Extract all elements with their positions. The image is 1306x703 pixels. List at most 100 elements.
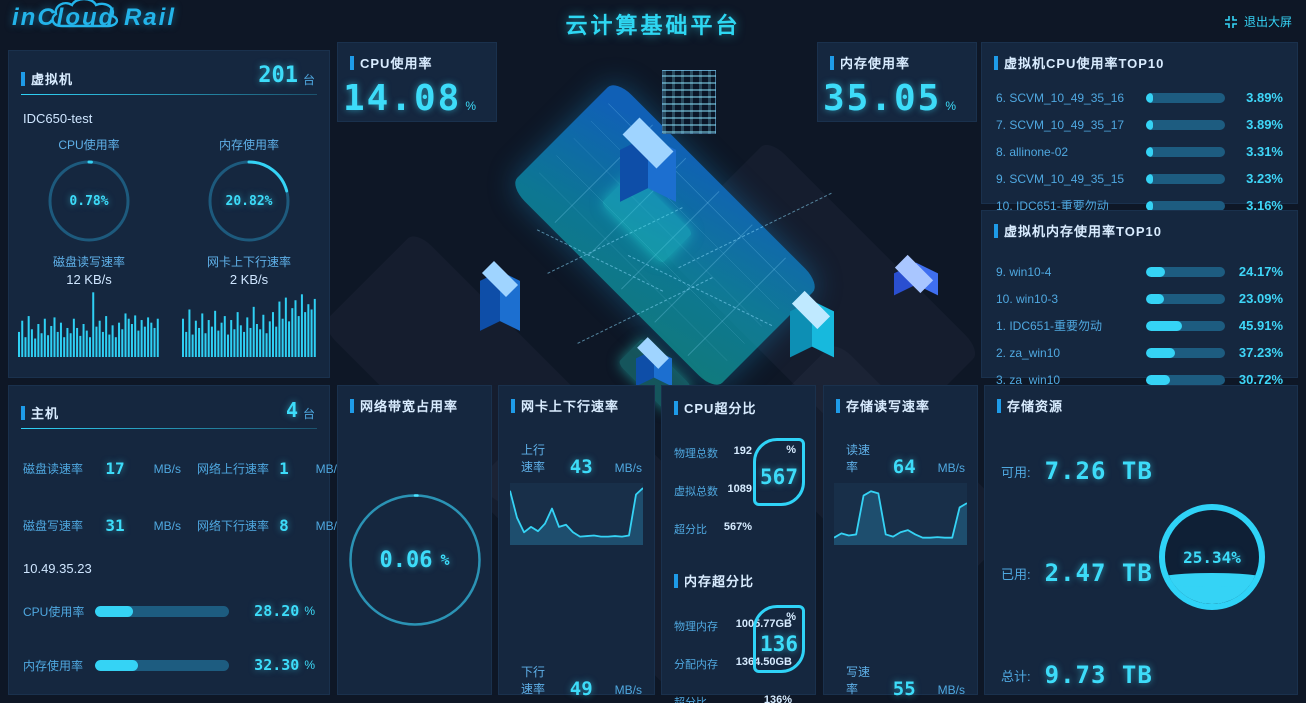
ratio-value: 567% [723,521,752,533]
exit-fullscreen-icon [1224,15,1237,28]
host-mem-bar-label: 内存使用率 [23,658,84,673]
mem-usage-title: 内存使用率 [840,56,911,71]
storage-write-value: 55 [892,678,916,700]
top10-item-value: 45.91% [1238,318,1283,333]
bandwidth-title: 网络带宽占用率 [360,399,459,414]
cpu-usage-unit: % [465,99,476,113]
top10-item-name: 9. SCVM_10_49_35_15 [996,171,1125,186]
ratio-value: 192 [733,445,752,457]
cpu-usage-panel: CPU使用率 14.08% [337,42,497,122]
exit-fullscreen-label: 退出大屏 [1243,15,1292,29]
top10-item-name: 1. IDC651-重要勿动 [996,319,1103,333]
top10-row: 3. za_win10 30.72% [996,366,1283,393]
cpu-overcommit-section: CPU超分比 物理总数 192 虚拟总数 1089 超分比 567% % 567 [662,386,815,537]
top10-bar [1146,173,1225,184]
water-fill [1165,573,1259,604]
top10-item-value: 3.31% [1246,144,1283,159]
storage-read-value: 64 [892,456,916,478]
vm-mem-gauge: 20.82% [207,159,291,243]
host-ip: 10.49.35.23 [23,561,92,576]
host-stat-value: 1 [279,459,289,478]
host-panel: 主机 4 台 磁盘读速率 17 MB/s 网络上行速率 1 MB/s 磁盘写速率… [8,385,343,695]
cloud-platform [509,79,821,391]
storage-resource-title: 存储资源 [1007,399,1064,414]
vm-count: 201 [258,63,298,88]
storage-write-label: 写速率 [846,665,871,696]
ratio-label: 虚拟总数 [674,486,718,498]
storage-read-chart [834,483,967,545]
vm-cpu-gauge: 0.78% [47,159,131,243]
nic-up-unit: MB/s [614,461,642,475]
storage-used-label: 已用: [1001,566,1031,582]
platform-grid [522,92,808,378]
cpu-top10-panel: 虚拟机CPU使用率TOP10 6. SCVM_10_49_35_16 3.89% 7… [981,42,1298,213]
top10-item-value: 3.89% [1246,90,1283,105]
mem-usage-panel: 内存使用率 35.05% [817,42,977,122]
nic-down-unit: MB/s [614,683,642,697]
storage-read-unit: MB/s [937,461,965,475]
storage-available-value: 7.26 TB [1044,457,1153,485]
nic-rate-title: 网卡上下行速率 [521,399,620,414]
nic-up-value: 43 [569,456,593,478]
top10-bar [1146,266,1225,277]
top10-bar [1146,320,1225,331]
exit-fullscreen-button[interactable]: 退出大屏 [1224,13,1292,30]
host-stat-unit: MB/s [153,461,181,476]
top10-row: 10. IDC651-重要勿动 3.16% [996,192,1283,219]
top10-bar [1146,374,1225,385]
overcommit-panel: CPU超分比 物理总数 192 虚拟总数 1089 超分比 567% % 567 内存… [661,385,816,703]
vm-mem-gauge-label: 内存使用率 [218,138,279,152]
vm-cpu-gauge-value: 0.78% [69,193,109,209]
nic-down-label: 下行速率 [521,665,546,696]
host-mem-bar [95,659,230,671]
binary-screen-icon [662,70,716,134]
host-cpu-bar-label: CPU使用率 [23,604,85,619]
host-cpu-bar-unit: % [304,604,315,618]
badge-percent-sign: % [786,444,796,456]
badge-percent-sign: % [786,611,796,623]
top10-item-value: 30.72% [1238,372,1283,387]
connection-line [577,277,713,344]
bandwidth-panel: 网络带宽占用率 0.06 % [337,385,492,695]
mem-overcommit-badge: % 136 [753,605,805,673]
nic-up-label: 上行速率 [521,443,546,474]
storage-total-value: 9.73 TB [1044,661,1153,689]
connection-line [627,254,773,327]
top10-item-name: 2. za_win10 [996,345,1061,360]
mem-top10-title: 虚拟机内存使用率TOP10 [1004,224,1162,239]
top10-bar [1146,146,1225,157]
cpu-overcommit-title: CPU超分比 [684,401,757,416]
storage-used-value: 2.47 TB [1044,559,1153,587]
title-accent-bar [830,55,834,70]
host-cpu-bar [95,605,230,617]
host-stat-unit: MB/s [315,461,343,476]
top10-row: 6. SCVM_10_49_35_16 3.89% [996,84,1283,111]
title-accent-bar [997,398,1001,413]
connection-line [678,192,832,269]
title-accent-bar [21,405,25,420]
host-stat-value: 8 [279,516,289,535]
mem-overcommit-title: 内存超分比 [684,574,755,589]
host-stat-label: 网络上行速率 [196,462,269,476]
vm-nic-waveform [181,294,316,357]
page-title: 云计算基础平台 [565,13,741,38]
cpu-usage-value: 14.08 [342,78,462,119]
top10-row: 10. win10-3 23.09% [996,285,1283,312]
host-stat-label: 网络下行速率 [196,519,269,533]
top10-row: 9. win10-4 24.17% [996,258,1283,285]
host-stat-label: 磁盘读速率 [23,462,84,476]
title-accent-bar [836,398,840,413]
mem-usage-value: 35.05 [822,78,942,119]
storage-resource-panel: 存储资源 可用: 7.26 TB 已用: 2.47 TB 总计: 9.73 TB… [984,385,1298,695]
title-accent-bar [21,71,25,86]
top10-bar [1146,92,1225,103]
ratio-label: 分配内存 [674,659,718,671]
connection-line [536,229,664,292]
storage-read-label: 读速率 [846,443,871,474]
mem-overcommit-section: 内存超分比 物理内存 1005.77GB 分配内存 1364.50GB 超分比 136… [662,559,815,703]
bandwidth-gauge: 0.06 % [348,493,482,627]
cpu-top10-title: 虚拟机CPU使用率TOP10 [1004,56,1165,71]
ratio-label: 超分比 [674,697,707,703]
vm-disk-waveform [18,292,159,357]
divider [21,94,317,95]
